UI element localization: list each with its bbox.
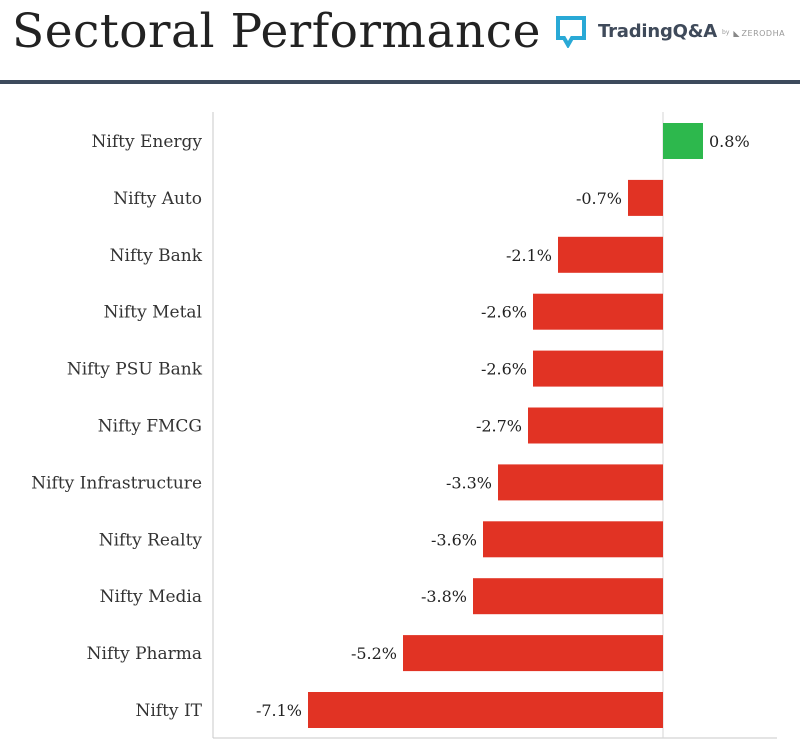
value-label: -3.6% [431,530,477,549]
category-label: Nifty Bank [110,246,203,266]
category-label: Nifty Auto [113,189,202,209]
bar [483,521,663,558]
bar [533,350,663,387]
bar [403,635,663,672]
bar [558,236,663,273]
category-label: Nifty IT [136,701,203,721]
tradingqa-logo-icon [556,16,586,48]
chart-title: Sectoral Performance [12,4,541,59]
value-label: -2.6% [481,360,527,379]
bar [533,293,663,330]
header-divider [0,80,800,84]
category-label: Nifty Pharma [87,644,202,664]
zerodha-logo-icon: ◣ [733,29,740,38]
bar [663,123,703,159]
value-label: -0.7% [576,189,622,208]
bar [528,407,663,444]
brand-company: ZERODHA [741,29,786,38]
category-label: Nifty Energy [92,132,203,152]
value-label: -5.2% [351,644,397,663]
value-label: -3.3% [446,473,492,492]
value-label: -7.1% [256,701,302,720]
brand-by: by [722,29,730,36]
brand-logo: TradingQ&A by ◣ ZERODHA [556,14,785,48]
bar [498,464,663,501]
value-label: -2.1% [506,246,552,265]
bar [628,179,663,216]
category-label: Nifty Media [100,587,202,607]
bar [308,692,663,728]
bar [473,578,663,615]
category-label: Nifty FMCG [98,417,202,437]
value-label: -2.7% [476,417,522,436]
category-label: Nifty Realty [99,530,203,550]
category-label: Nifty Metal [104,303,202,323]
brand-name: TradingQ&A [598,20,718,42]
value-label: -3.8% [421,587,467,606]
value-label: 0.8% [709,132,750,151]
category-label: Nifty Infrastructure [31,473,202,493]
value-label: -2.6% [481,303,527,322]
category-label: Nifty PSU Bank [67,360,203,380]
